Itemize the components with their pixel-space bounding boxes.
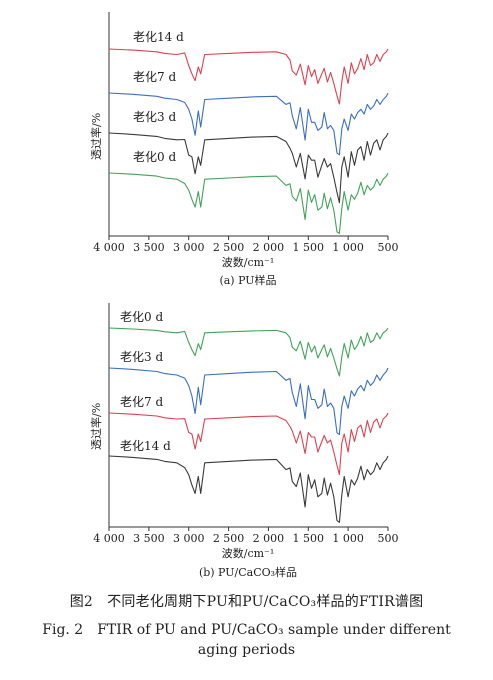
x-tick-label: 4 000 xyxy=(93,532,125,545)
panel-a-ylabel: 透过率/% xyxy=(89,113,103,160)
x-tick-label: 1 500 xyxy=(293,241,325,254)
panel-b-xticks: 4 000 3 500 3 000 2 500 2 000 1 500 1 000 500 xyxy=(93,527,399,545)
panel-b-ylabel: 透过率/% xyxy=(89,403,103,450)
panel-a-series-label: 老化3 d xyxy=(133,110,176,124)
x-tick-label: 1 000 xyxy=(332,241,364,254)
panel-a-series-label: 老化14 d xyxy=(133,30,184,44)
panel-b: 4 000 3 500 3 000 2 500 2 000 1 500 1 000 500 老… xyxy=(89,303,399,579)
x-tick-label: 2 500 xyxy=(213,241,245,254)
x-tick-label: 3 500 xyxy=(133,241,165,254)
spectrum-trace xyxy=(108,48,389,105)
panel-b-series-label: 老化7 d xyxy=(120,395,163,409)
panel-b-traces xyxy=(108,327,389,523)
panel-b-series-label: 老化3 d xyxy=(120,350,163,364)
panel-a-series-label: 老化7 d xyxy=(133,70,176,84)
x-tick-label: 2 500 xyxy=(213,532,245,545)
panel-a-xticks: 4 000 3 500 3 000 2 500 2 000 1 500 1 000 500 xyxy=(93,236,399,254)
spectrum-trace xyxy=(108,367,389,436)
panel-a: 4 000 3 500 3 000 2 500 2 000 1 500 1 000 500 老… xyxy=(89,12,399,287)
panel-b-subcaption: (b) PU/CaCO₃样品 xyxy=(199,565,297,579)
spectrum-trace xyxy=(108,327,389,377)
spectrum-trace xyxy=(108,132,389,204)
x-tick-label: 500 xyxy=(378,241,399,254)
x-tick-label: 2 000 xyxy=(253,241,285,254)
panel-a-traces xyxy=(108,48,389,234)
x-tick-label: 500 xyxy=(378,532,399,545)
x-tick-label: 3 000 xyxy=(173,241,205,254)
x-tick-label: 4 000 xyxy=(93,241,125,254)
spectrum-trace xyxy=(108,455,389,523)
figure-caption-en-line1: Fig. 2 FTIR of PU and PU/CaCO₃ sample un… xyxy=(42,622,451,638)
x-tick-label: 3 500 xyxy=(133,532,165,545)
x-tick-label: 1 500 xyxy=(293,532,325,545)
spectrum-trace xyxy=(108,412,389,476)
spectrum-trace xyxy=(108,92,389,156)
spectrum-trace xyxy=(108,172,389,234)
x-tick-label: 1 000 xyxy=(332,532,364,545)
panel-b-xlabel: 波数/cm⁻¹ xyxy=(222,547,275,560)
ftir-figure: 4 000 3 500 3 000 2 500 2 000 1 500 1 000 500 老… xyxy=(89,12,399,579)
panel-a-subcaption: (a) PU样品 xyxy=(219,273,276,287)
figure-caption-cn: 图2 不同老化周期下PU和PU/CaCO₃样品的FTIR谱图 xyxy=(69,594,424,610)
panel-b-series-label: 老化0 d xyxy=(120,310,163,324)
x-tick-label: 3 000 xyxy=(173,532,205,545)
figure-caption-en-line2: aging periods xyxy=(197,642,296,658)
x-tick-label: 2 000 xyxy=(253,532,285,545)
panel-a-xlabel: 波数/cm⁻¹ xyxy=(222,256,275,269)
panel-b-series-label: 老化14 d xyxy=(120,439,171,453)
panel-a-series-label: 老化0 d xyxy=(133,150,176,164)
